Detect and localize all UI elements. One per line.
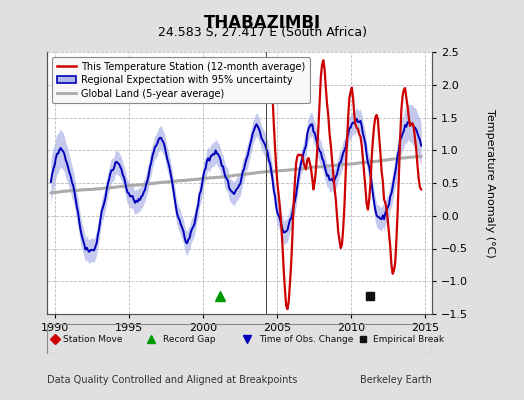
- Text: Station Move: Station Move: [62, 334, 122, 344]
- Text: 24.583 S, 27.417 E (South Africa): 24.583 S, 27.417 E (South Africa): [158, 26, 366, 39]
- Text: Empirical Break: Empirical Break: [373, 334, 444, 344]
- Legend: This Temperature Station (12-month average), Regional Expectation with 95% uncer: This Temperature Station (12-month avera…: [52, 57, 310, 103]
- Text: Time of Obs. Change: Time of Obs. Change: [259, 334, 353, 344]
- Text: Berkeley Earth: Berkeley Earth: [361, 375, 432, 385]
- Text: Data Quality Controlled and Aligned at Breakpoints: Data Quality Controlled and Aligned at B…: [47, 375, 298, 385]
- Y-axis label: Temperature Anomaly (°C): Temperature Anomaly (°C): [485, 109, 495, 257]
- Text: THABAZIMBI: THABAZIMBI: [203, 14, 321, 32]
- Text: Record Gap: Record Gap: [162, 334, 215, 344]
